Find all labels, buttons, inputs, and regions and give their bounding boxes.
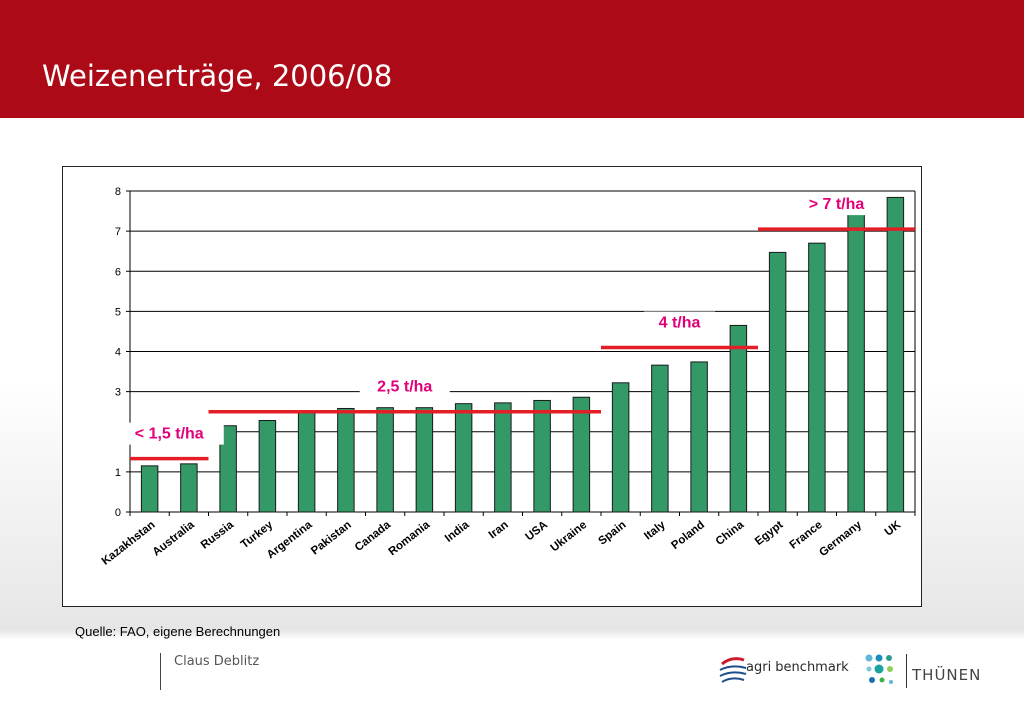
x-category-label: Germany bbox=[817, 519, 864, 560]
x-category-label: China bbox=[714, 519, 747, 548]
wheat-yield-chart: 012345678KazakhstanAustraliaRussiaTurkey… bbox=[100, 186, 916, 568]
x-category-label: Iran bbox=[487, 519, 511, 541]
bar bbox=[219, 425, 237, 513]
y-tick-label: 1 bbox=[115, 467, 121, 479]
bar bbox=[886, 196, 905, 513]
y-tick-label: 5 bbox=[115, 306, 121, 318]
bar bbox=[611, 382, 630, 513]
x-category-label: Australia bbox=[151, 519, 198, 559]
threshold-label: < 1,5 t/ha bbox=[135, 426, 204, 443]
agri-benchmark-swoosh-icon bbox=[719, 657, 747, 683]
x-category-label: France bbox=[788, 519, 825, 552]
threshold-label: 4 t/ha bbox=[659, 314, 701, 331]
source-note: Quelle: FAO, eigene Berechnungen bbox=[75, 624, 281, 639]
bar bbox=[572, 396, 591, 513]
thuenen-logo: THÜNEN bbox=[862, 652, 992, 692]
threshold-label-bg bbox=[114, 422, 224, 445]
threshold-label-bg bbox=[791, 193, 882, 216]
threshold-label: > 7 t/ha bbox=[809, 196, 865, 213]
bar bbox=[808, 242, 826, 513]
bar bbox=[415, 407, 434, 513]
x-category-label: Turkey bbox=[239, 519, 276, 552]
thuenen-wordmark: THÜNEN bbox=[912, 666, 982, 684]
x-category-label: Poland bbox=[669, 519, 707, 552]
bar bbox=[337, 407, 355, 513]
bar bbox=[180, 463, 198, 513]
author-name: Claus Deblitz bbox=[174, 654, 260, 669]
slide-title: Weizenerträge, 2006/08 bbox=[42, 59, 393, 93]
threshold-label: 2,5 t/ha bbox=[377, 379, 432, 396]
y-tick-label: 6 bbox=[115, 266, 121, 278]
bar bbox=[533, 399, 551, 513]
x-category-label: Egypt bbox=[753, 519, 786, 548]
x-category-label: USA bbox=[523, 519, 550, 543]
bar bbox=[494, 402, 512, 513]
x-category-label: Pakistan bbox=[309, 519, 354, 558]
header-bar: Weizenerträge, 2006/08 bbox=[0, 0, 1024, 118]
y-tick-label: 4 bbox=[115, 347, 121, 359]
bar bbox=[297, 411, 316, 513]
thuenen-divider bbox=[906, 654, 907, 688]
bar bbox=[454, 403, 473, 513]
x-category-label: Romania bbox=[387, 519, 433, 559]
bar bbox=[729, 324, 748, 513]
x-category-label: Ukraine bbox=[549, 519, 590, 554]
y-tick-label: 3 bbox=[115, 387, 121, 399]
bar bbox=[651, 364, 669, 513]
x-category-label: Russia bbox=[199, 519, 237, 552]
bar bbox=[376, 407, 394, 513]
x-category-label: Kazakhstan bbox=[100, 519, 158, 568]
bar bbox=[768, 251, 787, 513]
thuenen-dots-icon bbox=[865, 654, 893, 684]
agri-benchmark-wordmark: agri benchmark bbox=[746, 660, 849, 675]
x-category-label: UK bbox=[883, 518, 904, 538]
chart-frame: 012345678KazakhstanAustraliaRussiaTurkey… bbox=[62, 166, 922, 607]
threshold-label-bg bbox=[644, 311, 715, 334]
x-category-label: Spain bbox=[596, 519, 628, 548]
footer-divider bbox=[160, 653, 161, 690]
threshold-label-bg bbox=[359, 375, 450, 398]
y-tick-label: 0 bbox=[115, 507, 121, 519]
bar bbox=[140, 465, 159, 513]
agri-benchmark-logo: agri benchmark bbox=[718, 654, 858, 690]
x-category-label: Italy bbox=[642, 519, 668, 543]
x-category-label: India bbox=[443, 519, 472, 545]
y-tick-label: 7 bbox=[115, 226, 121, 238]
bar bbox=[258, 420, 277, 513]
bar bbox=[847, 213, 865, 513]
bar bbox=[690, 361, 708, 513]
y-tick-label: 8 bbox=[115, 186, 121, 198]
